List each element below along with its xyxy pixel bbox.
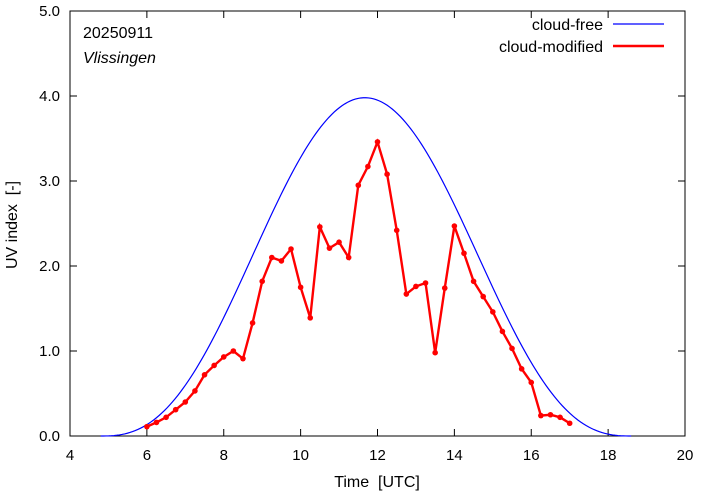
x-tick-label: 8 [220, 447, 228, 464]
cloud-modified-point [509, 345, 515, 352]
y-tick-label: 1.0 [39, 343, 60, 360]
cloud-modified-point [374, 139, 381, 145]
cloud-modified-point [355, 182, 362, 189]
cloud-modified-point [538, 412, 544, 419]
cloud-modified-point [393, 227, 400, 234]
cloud-modified-point [163, 414, 169, 421]
cloud-modified-point [249, 320, 256, 326]
cloud-modified-point [288, 246, 294, 252]
y-tick-label: 2.0 [39, 258, 60, 275]
cloud-modified-point [557, 414, 563, 421]
cloud-modified-point [518, 366, 525, 372]
x-tick-label: 12 [369, 447, 386, 464]
cloud-modified-point [413, 283, 419, 290]
cloud-modified-series-points [144, 139, 573, 430]
cloud-modified-point [144, 423, 150, 430]
cloud-modified-point [211, 362, 217, 369]
cloud-modified-point [230, 348, 237, 354]
date-label: 20250911 [83, 25, 153, 42]
x-tick-label: 6 [143, 447, 151, 464]
cloud-modified-point [345, 254, 352, 261]
cloud-modified-point [192, 388, 198, 394]
x-tick-label: 14 [446, 447, 463, 464]
plot-frame [69, 10, 686, 437]
y-axis-label: UV index [-] [4, 181, 21, 269]
y-tick-label: 0.0 [39, 428, 60, 445]
y-tick-label: 4.0 [39, 88, 60, 105]
cloud-modified-point [470, 278, 477, 285]
cloud-modified-point [422, 280, 429, 286]
cloud-modified-point [297, 284, 304, 291]
cloud-modified-point [566, 420, 573, 427]
cloud-modified-point [259, 278, 265, 285]
cloud-modified-point [172, 406, 179, 413]
x-axis-label: Time [UTC] [334, 474, 420, 491]
cloud-modified-point [317, 224, 323, 230]
cloud-free-series-line [100, 97, 632, 437]
x-tick-label: 20 [677, 447, 694, 464]
cloud-modified-point [307, 315, 314, 321]
y-axis-ticks: 0.0 1.0 2.0 3.0 4.0 5.0 [39, 3, 685, 445]
cloud-modified-point [365, 163, 371, 170]
cloud-modified-point [490, 309, 496, 315]
legend: cloud-free cloud-modified [499, 17, 664, 56]
cloud-modified-point [153, 419, 160, 426]
cloud-modified-point [547, 411, 554, 418]
cloud-modified-point [240, 355, 246, 362]
cloud-modified-point [499, 328, 506, 335]
x-tick-label: 16 [523, 447, 540, 464]
cloud-modified-point [384, 171, 390, 177]
cloud-modified-point [451, 223, 458, 229]
y-tick-label: 5.0 [39, 3, 60, 20]
station-label: Vlissingen [83, 50, 156, 67]
cloud-modified-point [480, 293, 487, 300]
legend-label-cloud-free: cloud-free [532, 17, 603, 34]
x-tick-label: 4 [66, 447, 74, 464]
cloud-modified-point [336, 239, 342, 245]
x-axis-ticks: 4 6 8 10 12 14 16 18 20 [66, 11, 694, 464]
cloud-modified-point [441, 285, 448, 291]
cloud-modified-point [182, 399, 189, 405]
legend-label-cloud-modified: cloud-modified [499, 39, 603, 56]
cloud-modified-point [326, 245, 333, 251]
x-tick-label: 10 [292, 447, 309, 464]
cloud-modified-point [268, 254, 275, 261]
cloud-modified-point [220, 354, 227, 360]
cloud-modified-point [201, 372, 208, 378]
cloud-modified-point [403, 291, 410, 297]
y-tick-label: 3.0 [39, 173, 60, 190]
cloud-modified-point [278, 258, 285, 264]
cloud-modified-point [528, 379, 535, 386]
plot-area: 4 6 8 10 12 14 16 18 20 0.0 1.0 2.0 3.0 4.0 5.0 [39, 3, 693, 464]
x-tick-label: 18 [600, 447, 617, 464]
cloud-modified-point [461, 250, 467, 257]
cloud-modified-point [432, 349, 438, 356]
